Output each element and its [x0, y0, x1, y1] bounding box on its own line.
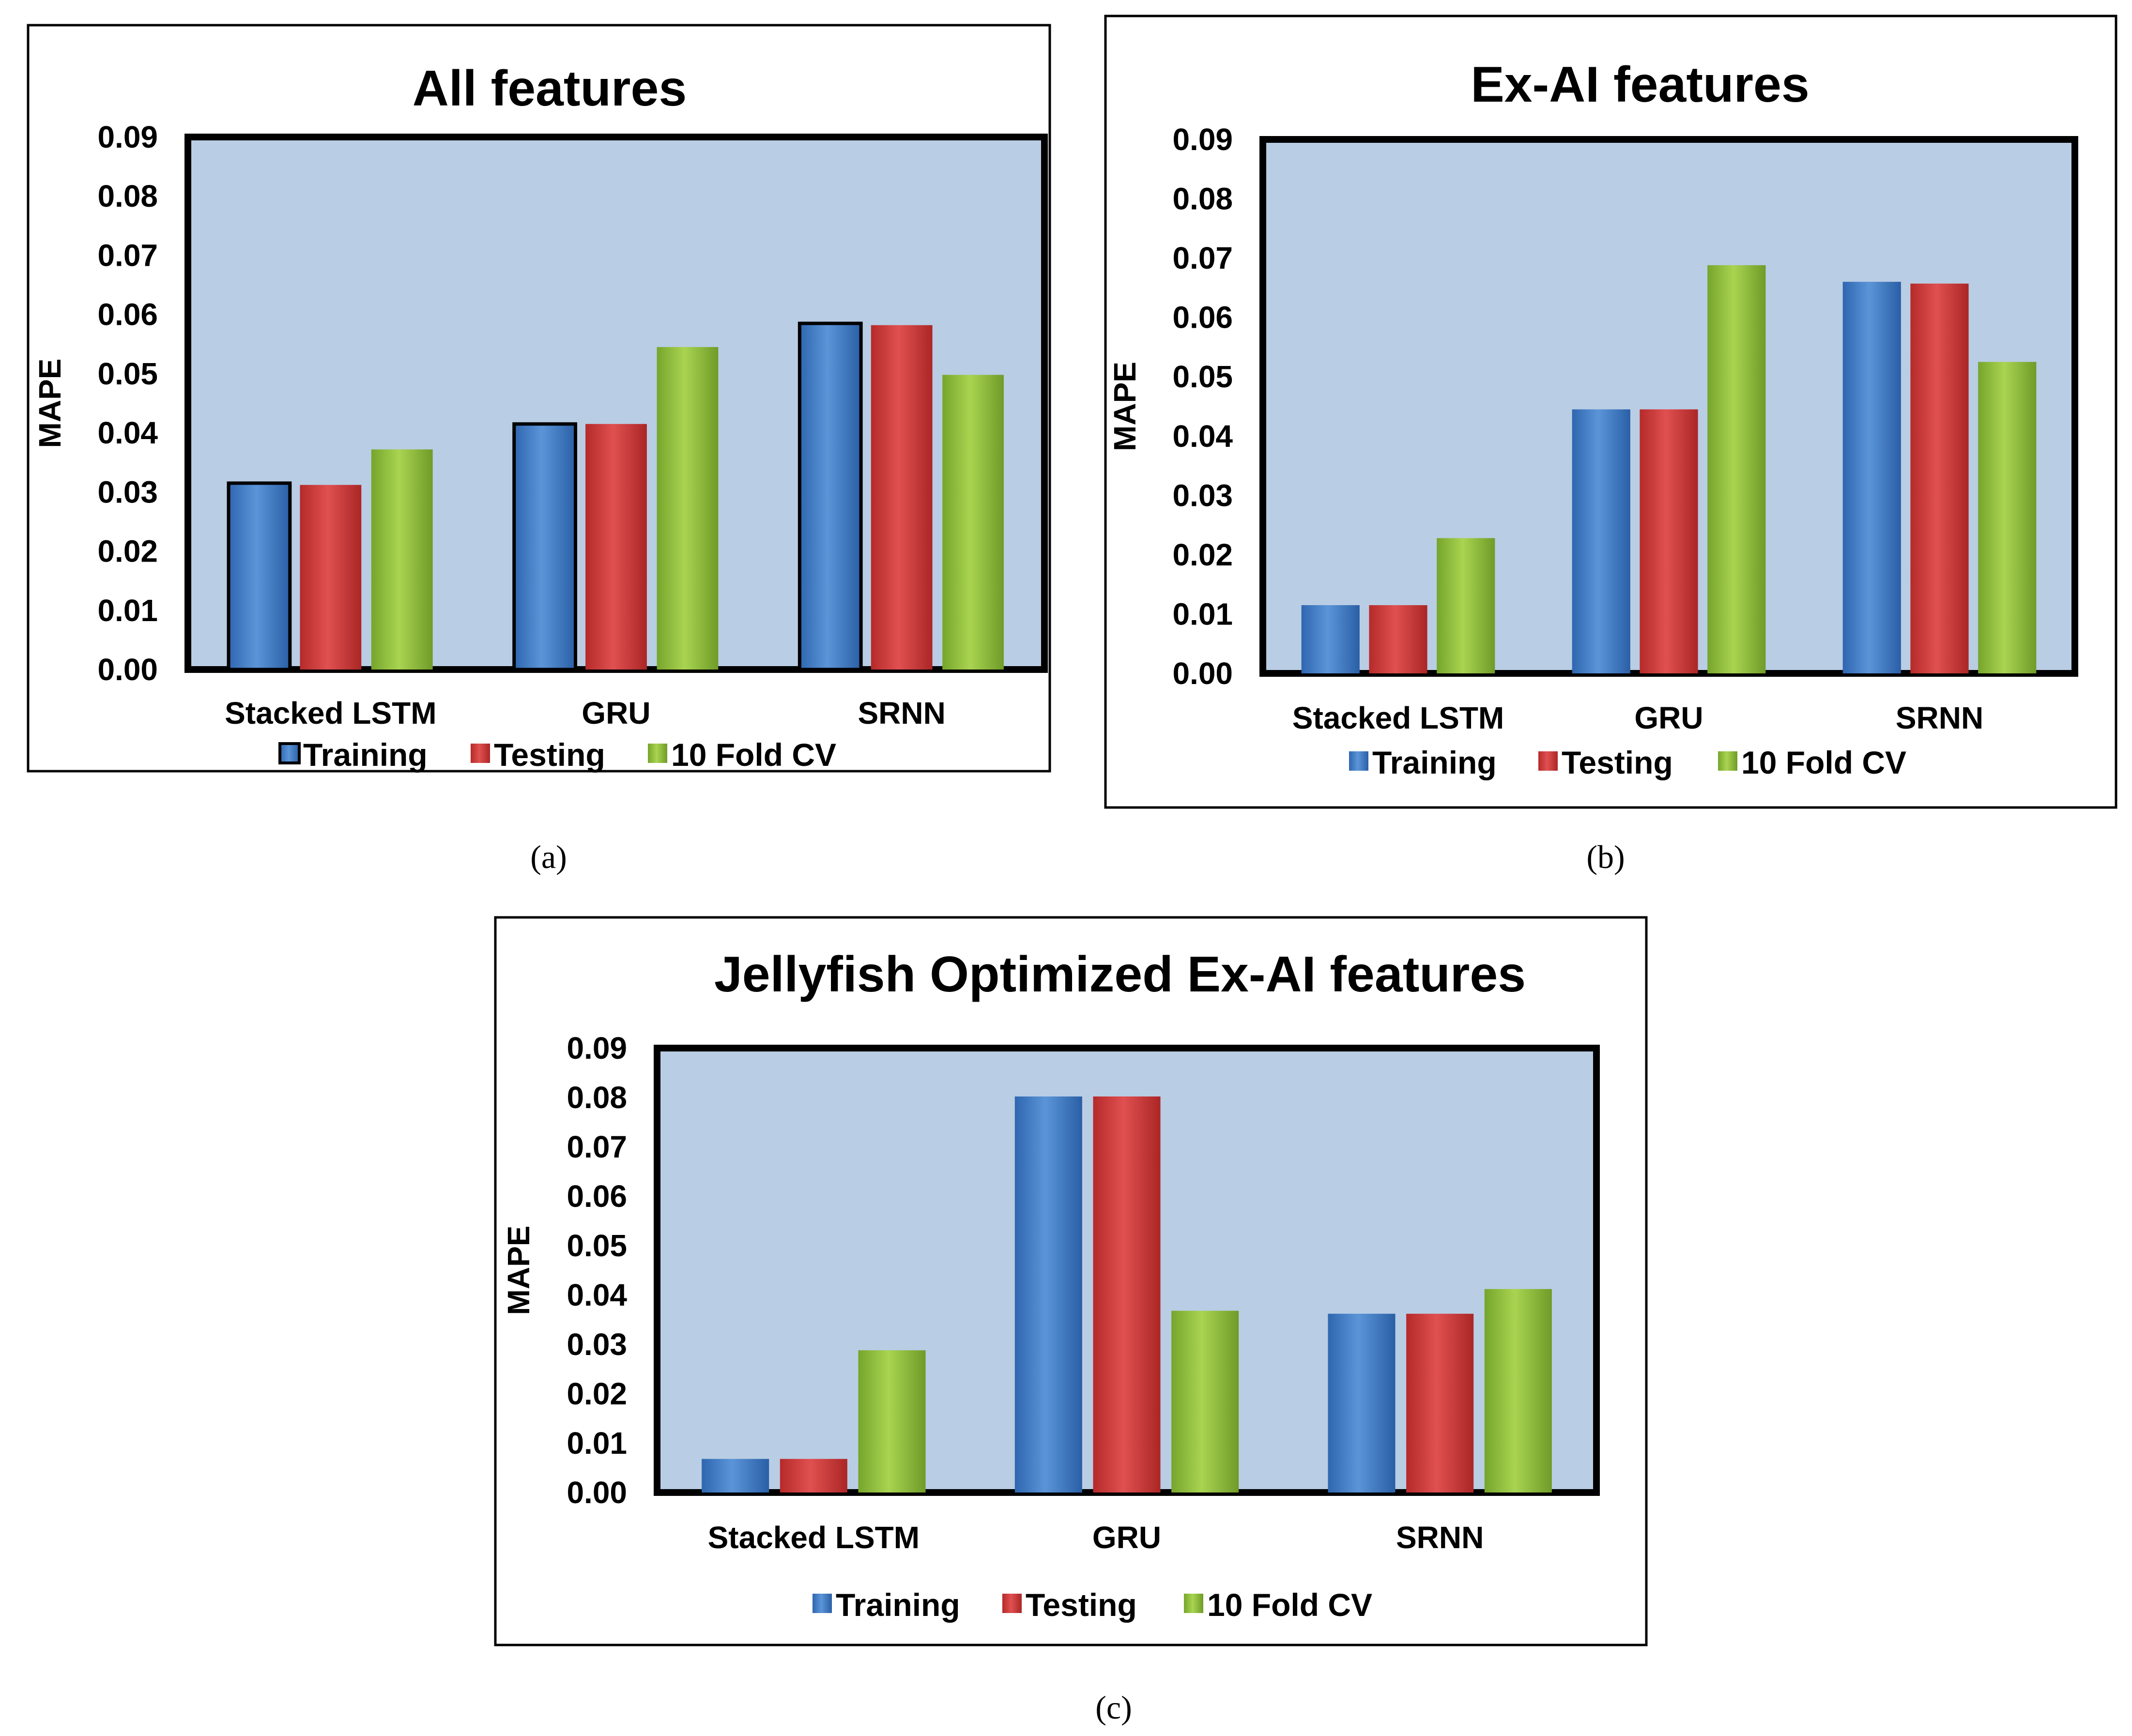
x-category-label: SRNN [858, 696, 945, 731]
x-category-label: GRU [582, 696, 650, 731]
bar-training-stacked-lstm [227, 481, 292, 671]
bar-testing-stacked-lstm [1369, 605, 1427, 673]
y-tick-label: 0.08 [1172, 182, 1233, 216]
y-tick-label: 0.06 [1172, 300, 1233, 335]
chart-panel-c: Jellyfish Optimized Ex-AI features 0.00 0.… [494, 916, 1648, 1646]
y-tick-label: 0.01 [97, 593, 158, 628]
y-tick-label: 0.05 [97, 356, 158, 391]
y-tick-label: 0.07 [1172, 241, 1233, 275]
legend-label-training: Training [1372, 745, 1497, 780]
legend-label-cv: 10 Fold CV [671, 737, 836, 773]
bar-training-gru [1014, 1096, 1082, 1492]
y-tick-label: 0.03 [1172, 478, 1233, 513]
y-axis-label: MAPE [32, 359, 67, 448]
legend-label-testing: Testing [1026, 1587, 1137, 1623]
y-axis-label: MAPE [1107, 362, 1142, 451]
chart-panel-a: All features 0.00 0.01 0.02 0.03 0.04 0.05 0.06… [27, 24, 1051, 773]
bar-training-gru [512, 422, 577, 671]
x-category-label: Stacked LSTM [1292, 700, 1504, 735]
legend-swatch-cv [1184, 1594, 1203, 1613]
y-tick-label: 0.01 [567, 1426, 627, 1461]
y-tick-label: 0.08 [97, 179, 158, 213]
bar-testing-gru [1093, 1096, 1161, 1492]
bar-cv-stacked-lstm [858, 1350, 926, 1492]
bar-cv-srnn [1484, 1289, 1552, 1492]
y-tick-label: 0.01 [1172, 596, 1233, 631]
bar-cv-stacked-lstm [371, 449, 433, 670]
y-tick-label: 0.05 [1172, 359, 1233, 394]
y-tick-label: 0.00 [97, 652, 158, 687]
x-category-label: GRU [1634, 700, 1703, 735]
x-category-label: Stacked LSTM [708, 1520, 920, 1555]
bar-training-stacked-lstm [702, 1459, 769, 1492]
panel-caption: (b) [1586, 838, 1625, 875]
y-tick-label: 0.03 [567, 1327, 627, 1362]
bar-cv-gru [1171, 1310, 1239, 1492]
bar-cv-stacked-lstm [1437, 538, 1495, 673]
bar-cv-srnn [1978, 362, 2037, 673]
bar-testing-stacked-lstm [780, 1459, 847, 1492]
y-tick-label: 0.09 [1172, 122, 1233, 157]
legend-swatch-training [1349, 751, 1368, 771]
legend-swatch-testing [1002, 1594, 1022, 1613]
y-tick-label: 0.04 [567, 1278, 627, 1312]
bar-testing-srnn [871, 325, 933, 670]
bar-training-srnn [1328, 1313, 1396, 1492]
legend-swatch-cv [648, 744, 667, 763]
y-tick-label: 0.07 [97, 238, 158, 273]
y-tick-label: 0.06 [97, 297, 158, 332]
bar-training-srnn [1842, 282, 1901, 673]
y-tick-label: 0.04 [97, 415, 158, 450]
bar-testing-gru [1640, 409, 1698, 673]
y-tick-label: 0.00 [567, 1475, 627, 1510]
y-tick-label: 0.02 [1172, 537, 1233, 572]
bar-training-stacked-lstm [1301, 605, 1360, 673]
y-tick-label: 0.09 [97, 120, 158, 154]
chart-title: Jellyfish Optimized Ex-AI features [714, 946, 1526, 1003]
bar-testing-srnn [1910, 283, 1969, 673]
legend-swatch-training [278, 742, 301, 764]
legend-swatch-training [813, 1594, 832, 1613]
y-tick-label: 0.07 [567, 1129, 627, 1164]
legend-label-training: Training [836, 1587, 960, 1623]
x-category-label: GRU [1092, 1520, 1161, 1555]
y-tick-label: 0.00 [1172, 656, 1233, 691]
chart-title: All features [413, 61, 687, 117]
bar-cv-srnn [942, 375, 1004, 670]
bar-training-srnn [798, 321, 863, 671]
x-category-label: SRNN [1396, 1520, 1484, 1555]
y-tick-label: 0.09 [567, 1031, 627, 1066]
legend-label-cv: 10 Fold CV [1741, 745, 1906, 780]
chart-panel-b: Ex-AI features 0.00 0.01 0.02 0.03 0.04 0.05 0.… [1104, 15, 2117, 809]
bar-testing-srnn [1406, 1313, 1474, 1492]
legend-label-testing: Testing [1562, 745, 1673, 780]
x-category-label: SRNN [1896, 700, 1983, 735]
legend-label-training: Training [303, 737, 428, 773]
legend-label-testing: Testing [494, 737, 605, 773]
legend-swatch-testing [471, 744, 490, 763]
bar-cv-gru [1707, 265, 1766, 673]
y-tick-label: 0.05 [567, 1228, 627, 1263]
x-category-label: Stacked LSTM [225, 696, 436, 731]
legend-swatch-cv [1718, 751, 1737, 771]
y-tick-label: 0.02 [567, 1376, 627, 1411]
bar-training-gru [1572, 409, 1630, 673]
bar-testing-stacked-lstm [300, 485, 362, 670]
chart-title: Ex-AI features [1471, 57, 1809, 113]
legend-label-cv: 10 Fold CV [1207, 1587, 1372, 1623]
y-tick-label: 0.06 [567, 1179, 627, 1214]
bar-testing-gru [585, 424, 647, 670]
panel-caption: (c) [1095, 1689, 1132, 1726]
y-tick-label: 0.02 [97, 534, 158, 569]
bar-cv-gru [657, 347, 719, 670]
y-tick-label: 0.08 [567, 1080, 627, 1115]
panel-caption: (a) [530, 838, 567, 875]
y-tick-label: 0.04 [1172, 419, 1233, 454]
legend-swatch-testing [1538, 751, 1558, 771]
y-axis-label: MAPE [501, 1226, 536, 1315]
y-tick-label: 0.03 [97, 474, 158, 509]
